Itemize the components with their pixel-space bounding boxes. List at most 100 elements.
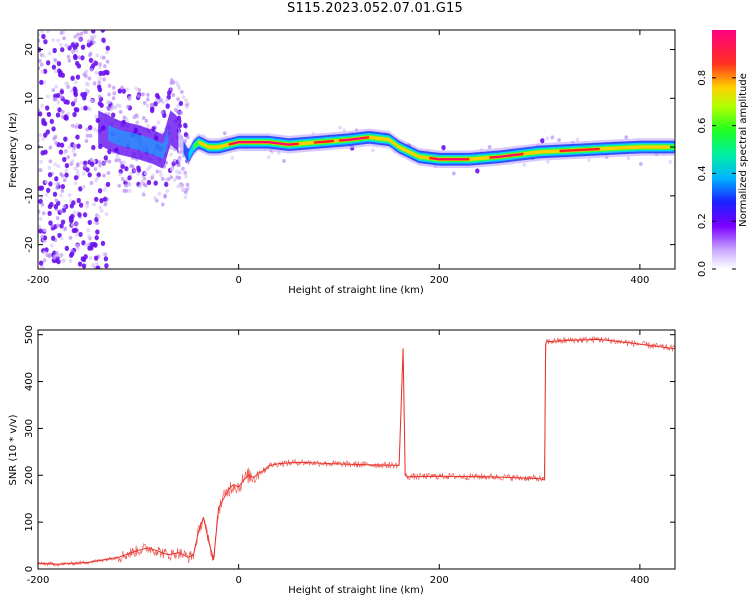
spectrogram-noise-dot <box>51 37 55 42</box>
ridge-band-core <box>313 139 334 144</box>
spectrogram-noise-dot <box>95 265 101 269</box>
spectrogram-noise-dot <box>118 109 123 114</box>
spectrogram-noise-dot <box>42 258 47 263</box>
spectrogram-noise-dot <box>63 136 68 142</box>
spectrogram-noise-dot <box>98 163 102 168</box>
spectrogram-noise-dot <box>56 38 60 43</box>
spectrogram-noise-dot <box>172 158 177 163</box>
spectrogram-noise-dot <box>91 30 96 34</box>
spectrogram-noise-dot <box>47 210 52 217</box>
spectrogram-noise-dot <box>164 177 169 182</box>
spectrogram-noise-dot <box>120 85 124 90</box>
spectrogram-noise-dot <box>42 228 47 233</box>
colorbar <box>712 30 736 269</box>
spectrogram-noise-dot <box>62 204 67 209</box>
spectrogram-noise-dot <box>146 92 150 97</box>
spectrogram-noise-dot <box>73 55 78 61</box>
spectrogram-noise-dot <box>78 231 83 238</box>
spectrogram-noise-dot <box>178 159 182 164</box>
spectrogram-noise-dot <box>41 136 46 141</box>
spectrogram-noise-dot <box>102 252 106 257</box>
snr-series-jitter <box>38 336 675 568</box>
spectrogram-noise-dot <box>177 163 181 168</box>
spectrogram-noise-dot <box>127 175 132 181</box>
spectrogram-noise-dot <box>81 263 87 269</box>
spectrogram-noise-dot <box>70 101 76 107</box>
spectrogram-noise-dot <box>53 58 58 63</box>
colorbar-tick-label: 0.0 <box>697 261 708 277</box>
spectrogram-noise-dot <box>111 85 116 90</box>
spectrogram-noise-dot <box>84 243 88 248</box>
colorbar-tick-label: 0.6 <box>697 118 708 134</box>
spectrogram-noise-dot <box>40 103 44 108</box>
spectrogram-noise-dot <box>79 160 84 165</box>
spectrogram-noise-dot <box>110 112 116 118</box>
spectrogram-noise-dot <box>132 168 137 173</box>
spectrogram-noise-dot <box>98 70 103 76</box>
spectrogram-noise-dot <box>104 212 109 217</box>
spectrogram-noise-dot <box>106 105 110 110</box>
spectrogram-noise-dot <box>124 166 129 172</box>
spectrogram-noise-dot <box>81 171 86 176</box>
spectrogram-noise-dot <box>54 69 58 74</box>
spectrogram-noise-dot <box>97 188 103 194</box>
spectrogram-noise-dot <box>67 58 72 63</box>
spectrogram-noise-dot <box>94 261 99 266</box>
spectrogram-noise-dot <box>47 172 53 178</box>
spectrogram-noise-dot <box>181 166 185 171</box>
spectrogram-noise-dot <box>38 138 41 143</box>
spectrogram-noise-dot <box>100 30 106 33</box>
spectrogram-noise-dot <box>54 141 58 146</box>
spectrogram-noise-dot <box>59 223 64 229</box>
ridge-band-peak <box>494 153 519 158</box>
spectrogram-noise-dot <box>74 48 79 53</box>
spectrogram-noise-dot <box>89 241 95 248</box>
spectrogram-noise-dot <box>154 92 160 99</box>
spectrogram-noise-dot <box>45 105 50 111</box>
spectrogram-noise-dot <box>144 118 149 123</box>
spectrogram-noise-dot <box>98 76 102 81</box>
spectrogram-noise-dot <box>177 123 183 129</box>
spectrogram-noise-dot <box>93 255 99 261</box>
spectrogram-noise-dot <box>183 122 188 129</box>
spectrogram-noise-dot <box>80 106 84 111</box>
spectrogram-noise-dot <box>230 155 235 160</box>
spectrogram-noise-dot <box>55 185 59 190</box>
spectrogram-noise-dot <box>55 223 60 228</box>
spectrogram-noise-dot <box>79 31 84 36</box>
spectrogram-noise-dot <box>122 160 126 165</box>
spectrogram-xtick-label: -200 <box>27 275 50 286</box>
spectrogram-noise-dot <box>81 256 87 263</box>
spectrogram-noise-dot <box>62 178 67 183</box>
spectrogram-noise-dot <box>105 59 110 64</box>
spectrogram-ridge <box>98 110 675 169</box>
spectrogram-noise-dot <box>62 156 67 163</box>
spectrogram-noise-dot <box>136 94 141 99</box>
spectrogram-noise-dot <box>102 173 106 178</box>
spectrogram-noise-dot <box>180 89 184 94</box>
spectrogram-noise-dot <box>59 95 64 100</box>
spectrogram-noise-dot <box>81 240 86 246</box>
spectrogram-noise-dot <box>102 55 106 60</box>
spectrogram-noise-dot <box>107 92 111 97</box>
spectrogram-noise-dot <box>60 184 66 190</box>
spectrogram-noise-dot <box>73 91 78 97</box>
ridge-band-peak <box>344 137 364 141</box>
spectrogram-noise-dot <box>146 97 150 102</box>
spectrogram-noise-dot <box>62 36 66 41</box>
spectrogram-noise-dot <box>90 99 94 104</box>
spectrogram-noise-dot <box>118 172 122 177</box>
spectrogram-noise-dot <box>89 67 94 72</box>
spectrogram-noise-dot <box>38 38 41 43</box>
spectrogram-noise-dot <box>49 118 55 125</box>
spectrogram-noise-dot <box>102 196 108 202</box>
spectrogram-noise-dot <box>48 181 53 187</box>
spectrogram-noise-dot <box>48 145 53 150</box>
spectrogram-noise-dot <box>161 100 165 105</box>
spectrogram-noise-dot <box>67 145 72 150</box>
spectrogram-noise-dot <box>668 159 673 164</box>
spectrogram-noise-dot <box>124 183 128 188</box>
spectrogram-noise-dot <box>53 162 58 167</box>
spectrogram-noise-dot <box>104 263 109 269</box>
spectrogram-noise-dot <box>78 202 84 208</box>
